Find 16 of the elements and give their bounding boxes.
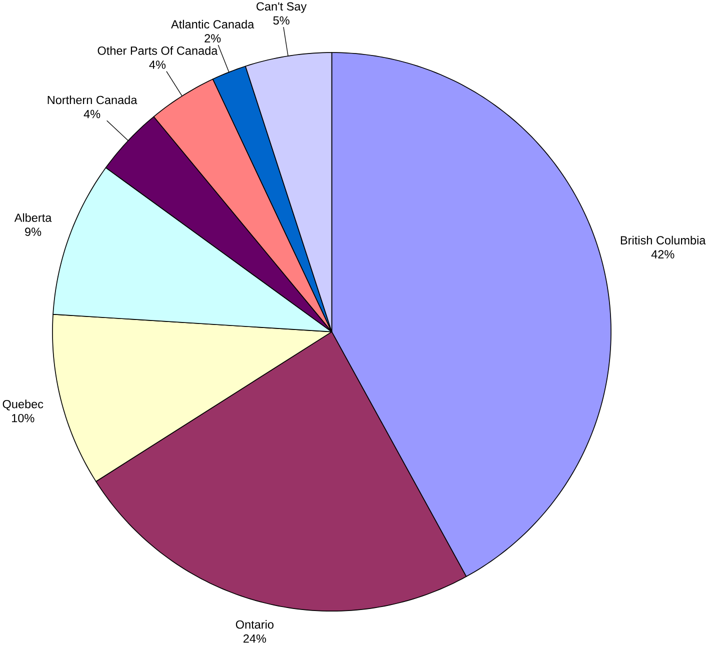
slice-label: British Columbia: [620, 236, 706, 245]
slice-label: Ontario: [236, 620, 274, 629]
slice-label: Alberta: [14, 213, 52, 222]
slice-label: Northern Canada: [48, 96, 138, 104]
data-label: 4%: [84, 110, 100, 118]
slice-label: Quebec: [2, 400, 44, 410]
data-label: 42%: [651, 250, 674, 258]
data-label: 4%: [149, 60, 166, 69]
slice-label: Atlantic Canada: [171, 20, 254, 29]
data-label: 10%: [12, 414, 34, 422]
slice-label: Can't Say: [256, 2, 307, 13]
data-label: 5%: [273, 16, 290, 25]
data-label: 9%: [25, 228, 42, 236]
data-label: 24%: [243, 634, 266, 643]
slice-label: Other Parts Of Canada: [98, 46, 218, 55]
data-label: 2%: [204, 34, 221, 43]
